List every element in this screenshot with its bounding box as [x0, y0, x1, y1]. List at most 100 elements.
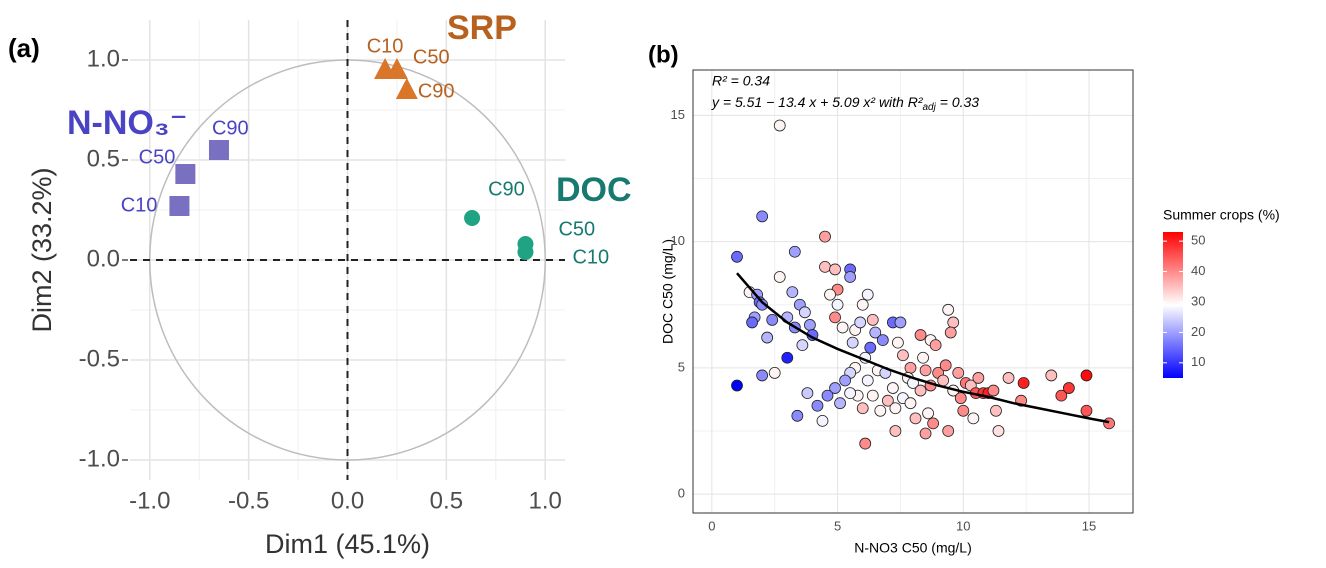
x-tick-label: 0.5 — [430, 487, 463, 514]
point-label: C90 — [488, 178, 525, 200]
point — [944, 326, 957, 339]
point — [942, 425, 955, 437]
point — [836, 321, 849, 334]
point — [1103, 417, 1116, 430]
point — [954, 392, 967, 405]
point — [897, 349, 909, 362]
point — [824, 288, 836, 301]
point — [866, 313, 879, 326]
point — [831, 298, 844, 311]
x-tick-label: 1.0 — [529, 487, 562, 514]
plot-background — [693, 70, 1133, 513]
point — [768, 367, 781, 379]
point — [798, 306, 811, 319]
point — [992, 425, 1005, 437]
point — [904, 397, 917, 410]
point — [866, 389, 879, 402]
point-label: C10 — [121, 194, 158, 216]
x-tick-label: 15 — [1082, 518, 1096, 533]
colorbar-tick-label: 20 — [1191, 324, 1205, 339]
point — [839, 374, 852, 387]
x-tick-label: 10 — [956, 518, 970, 533]
point — [972, 372, 985, 384]
annotation-tail: = 0.33 — [936, 94, 979, 110]
annotation-subscript: adj — [923, 102, 937, 113]
point — [937, 374, 950, 387]
point — [169, 196, 190, 216]
point — [914, 329, 927, 341]
point — [731, 379, 743, 392]
point — [208, 140, 229, 160]
point — [829, 263, 841, 276]
point — [856, 402, 869, 415]
point — [756, 369, 769, 382]
point — [756, 298, 769, 311]
point — [746, 316, 758, 329]
panel-label: (b) — [648, 41, 679, 68]
point — [947, 316, 960, 329]
point — [829, 382, 841, 394]
point-label: C90 — [418, 80, 455, 102]
point — [919, 364, 932, 377]
point — [773, 271, 786, 283]
point-label: C90 — [212, 117, 249, 139]
panel: (a) Dim1 (45.1%) Dim2 (33.2%) -1.0 -0.5 0.0 0.… — [8, 9, 632, 559]
y-tick-label: 10 — [671, 233, 685, 248]
point — [773, 119, 786, 132]
colorbar-title: Summer crops (%) — [1163, 207, 1280, 223]
panel: (b) N-NO3 C50 (mg/L) DOC C50 (mg/L) 0 5 10 15 0… — [648, 41, 1280, 555]
colorbar-tick-label: 30 — [1191, 293, 1205, 308]
point — [1080, 369, 1093, 382]
x-axis-label: Dim1 (45.1%) — [265, 529, 430, 559]
point — [861, 288, 874, 301]
annotation: y = 5.51 − 13.4 x + 5.09 x² with R²adj =… — [711, 94, 979, 113]
y-tick-label: 0.5 — [87, 145, 120, 172]
point — [957, 404, 970, 417]
point — [919, 427, 932, 440]
point — [816, 414, 829, 427]
y-axis-label: DOC C50 (mg/L) — [660, 239, 676, 344]
point — [844, 271, 857, 283]
point-label: C10 — [572, 246, 609, 268]
point — [859, 437, 872, 450]
point — [929, 339, 942, 352]
point — [829, 311, 841, 324]
point — [892, 336, 904, 349]
colorbar — [1163, 232, 1183, 378]
y-tick-label: 0 — [678, 486, 685, 501]
point — [846, 336, 859, 349]
point — [766, 313, 779, 326]
point — [987, 384, 1000, 397]
y-tick-label: 5 — [678, 359, 685, 374]
point — [811, 399, 824, 412]
point — [781, 351, 794, 364]
x-tick-label: 0.0 — [331, 487, 364, 514]
point — [856, 298, 869, 311]
point — [869, 326, 882, 339]
series-label: N-NO₃⁻ — [67, 104, 188, 142]
annotation-text: y = 5.51 − 13.4 x + 5.09 x² with R² — [711, 94, 924, 110]
point — [796, 339, 809, 352]
colorbar-tick-label: 50 — [1191, 233, 1205, 248]
x-tick-label: -1.0 — [129, 487, 170, 514]
colorbar-tick-label: 40 — [1191, 263, 1205, 278]
point — [1062, 382, 1075, 394]
colorbar-tick-label: 10 — [1191, 354, 1205, 369]
point-label: C50 — [558, 218, 595, 240]
panel-label: (a) — [8, 33, 40, 63]
point — [990, 404, 1002, 417]
point — [1002, 372, 1015, 384]
point-label: C50 — [139, 146, 176, 168]
point — [819, 260, 831, 273]
point — [731, 250, 743, 263]
y-axis-label: Dim2 (33.2%) — [27, 167, 57, 332]
point — [786, 286, 799, 299]
point — [874, 404, 887, 417]
y-tick-label: 1.0 — [87, 45, 120, 72]
point — [821, 389, 834, 402]
trend-line — [736, 272, 1110, 424]
point — [967, 412, 980, 425]
point — [175, 164, 196, 184]
point — [876, 334, 889, 346]
